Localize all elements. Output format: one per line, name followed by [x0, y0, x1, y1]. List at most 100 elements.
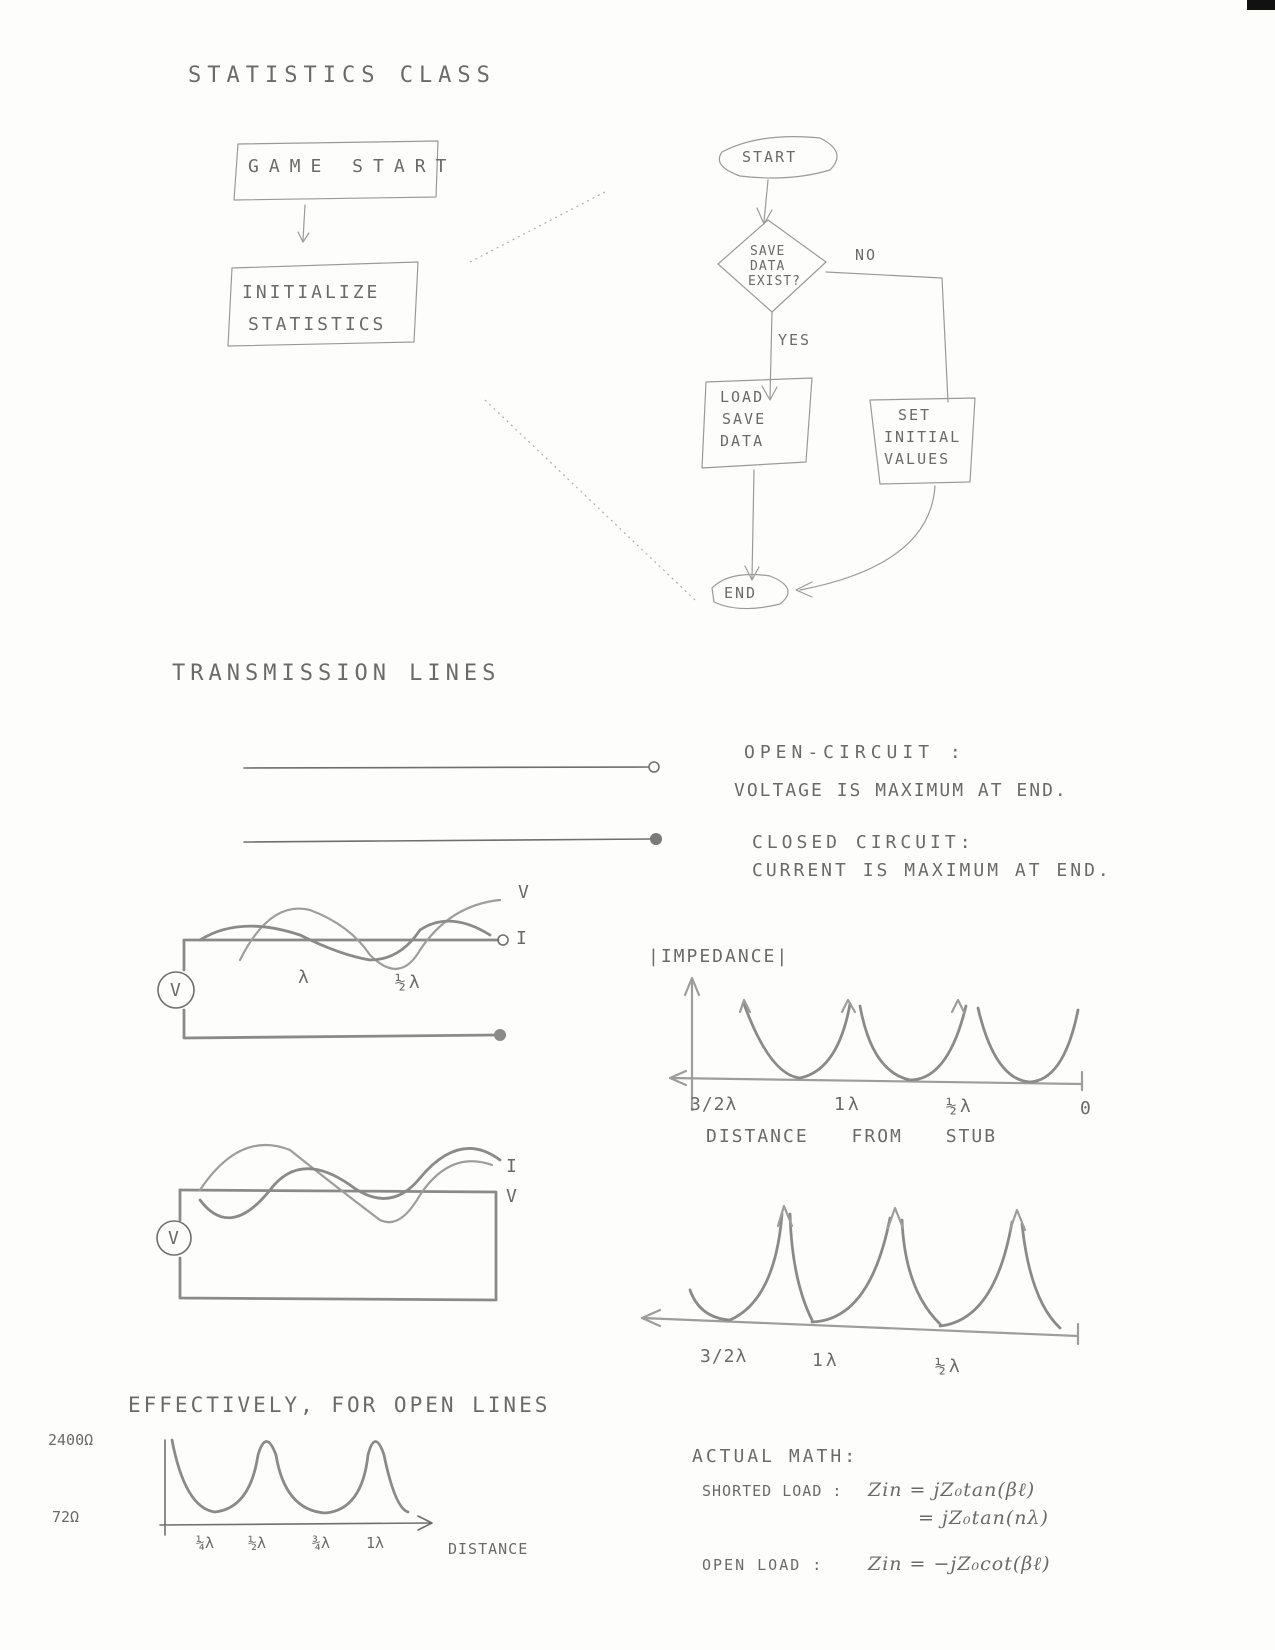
zoom-line-top [469, 191, 606, 263]
wave1-bottom-conductor [182, 1008, 498, 1040]
impedance-tick-2: 1λ [834, 1094, 862, 1115]
effective-heading: EFFECTIVELY, FOR OPEN LINES [128, 1393, 550, 1417]
yes-arrowhead [761, 385, 778, 401]
wave-diagram-closed: V I V [156, 1143, 520, 1302]
impedance-plot-open: |IMPEDANCE| 3/2λ 1λ ½λ 0 DISTANCE FROM S… [648, 946, 1091, 1147]
impedance-xlabel: DISTANCE FROM STUB [706, 1126, 997, 1147]
load-label-1: LOAD [720, 388, 764, 406]
game-start-box [233, 140, 439, 201]
wave2-v-label: V [506, 1186, 520, 1207]
impedance2-arrow-3 [1008, 1208, 1027, 1232]
end-label: END [724, 584, 757, 602]
initialize-label-2: STATISTICS [248, 314, 386, 335]
load-to-end-arrowhead [744, 565, 760, 581]
effective-impedance-curve [170, 1438, 410, 1515]
yes-branch-line [769, 311, 773, 399]
wave2-current-curve [198, 1143, 494, 1224]
decision-label-3: EXIST? [748, 274, 801, 289]
effective-tick-3: ¾λ [312, 1534, 330, 1552]
wave1-i-label: I [516, 928, 530, 949]
initialize-box [227, 261, 419, 347]
impedance-arrow-1 [738, 998, 752, 1014]
impedance2-curve-1a [688, 1212, 784, 1322]
open-circuit-title: OPEN-CIRCUIT : [744, 742, 966, 763]
impedance-x-arrowhead [668, 1069, 688, 1087]
impedance2-curve-2a [810, 1216, 892, 1324]
closed-circuit-desc: CURRENT IS MAXIMUM AT END. [752, 860, 1112, 881]
end-terminal [711, 573, 789, 610]
load-label-3: DATA [720, 432, 764, 450]
open-end-terminal [648, 761, 660, 773]
effective-tick-4: 1λ [366, 1534, 384, 1552]
impedance-curve-1 [742, 1002, 852, 1080]
effective-tick-1: ¼λ [196, 1534, 214, 1552]
wave1-source-circle [157, 971, 195, 1009]
set-to-end-arrowhead [795, 581, 813, 598]
wave1-bottom-terminal [494, 1029, 506, 1041]
impedance-curve-2 [858, 1004, 968, 1082]
set-label-2: INITIAL [884, 428, 961, 446]
impedance2-x-axis [640, 1316, 1080, 1338]
actual-math-section: ACTUAL MATH: SHORTED LOAD : Zin = jZ₀tan… [692, 1446, 1051, 1575]
wave1-half-lambda-label: ½λ [395, 972, 423, 993]
shorted-load-label: SHORTED LOAD : [702, 1482, 842, 1500]
closed-circuit-title: CLOSED CIRCUIT: [752, 832, 975, 853]
wave-diagram-open: V V I λ ½λ [157, 882, 530, 1041]
transmission-section: TRANSMISSION LINES OPEN-CIRCUIT : VOLTAG… [172, 661, 1112, 881]
open-circuit-desc: VOLTAGE IS MAXIMUM AT END. [734, 780, 1068, 801]
load-label-2: SAVE [722, 410, 766, 428]
start-label: START [742, 148, 797, 166]
closed-end-terminal [650, 833, 662, 845]
wave2-voltage-curve [198, 1147, 502, 1219]
set-label-1: SET [898, 406, 931, 424]
effective-y-low: 72Ω [52, 1508, 79, 1526]
set-to-end-line [799, 485, 936, 591]
statistics-section: STATISTICS CLASS GAME START INITIALIZE S… [188, 63, 696, 601]
load-save-box [701, 377, 813, 469]
wave2-source-label: V [168, 1228, 182, 1249]
effective-open-lines-plot: EFFECTIVELY, FOR OPEN LINES 2400Ω 72Ω ¼λ… [48, 1393, 550, 1558]
zoom-line-bottom [484, 399, 696, 601]
wave1-lambda-label: λ [298, 967, 312, 988]
open-equation: Zin = −jZ₀cot(βℓ) [867, 1553, 1051, 1575]
open-line [243, 766, 649, 769]
no-label: NO [855, 246, 877, 264]
math-heading: ACTUAL MATH: [692, 1446, 858, 1467]
effective-xlabel: DISTANCE [448, 1540, 528, 1558]
wave1-source-label: V [170, 980, 184, 1001]
decision-label-2: DATA [750, 259, 785, 274]
impedance2-x-arrowhead [640, 1308, 662, 1328]
impedance2-arrow-1 [776, 1204, 794, 1228]
wave2-loop-conductor [178, 1188, 498, 1302]
initialize-label-1: INITIALIZE [242, 282, 380, 303]
impedance-tick-1: 3/2λ [690, 1094, 737, 1115]
wave1-current-curve [198, 919, 492, 962]
impedance2-tick-1: 3/2λ [700, 1346, 747, 1367]
wave1-voltage-curve [238, 898, 502, 970]
impedance2-tick-3: ½λ [935, 1356, 963, 1377]
impedance2-curve-1b [788, 1212, 814, 1322]
impedance2-arrow-2 [886, 1206, 905, 1230]
statistics-heading: STATISTICS CLASS [188, 63, 496, 88]
closed-line [243, 838, 653, 843]
set-initial-box [869, 397, 976, 485]
impedance2-curve-3a [938, 1220, 1014, 1328]
impedance2-curve-2b [900, 1218, 942, 1326]
effective-x-arrowhead [417, 1515, 433, 1531]
open-load-label: OPEN LOAD : [702, 1556, 823, 1574]
shorted-equation-1: Zin = jZ₀tan(βℓ) [867, 1479, 1035, 1501]
connector-arrow [302, 204, 306, 241]
impedance-y-arrowhead [683, 976, 701, 997]
flowchart: START SAVE DATA EXIST? NO YES LOAD SAVE … [701, 136, 976, 610]
decision-label-1: SAVE [750, 244, 785, 259]
transmission-heading: TRANSMISSION LINES [172, 661, 500, 686]
connector-arrowhead [297, 231, 310, 243]
impedance-tick-3: ½λ [946, 1096, 974, 1117]
yes-label: YES [778, 331, 811, 349]
wave1-end-terminal [497, 934, 509, 946]
scan-corner-mark [1247, 0, 1275, 10]
start-terminal [718, 136, 838, 179]
wave2-source-circle [156, 1220, 192, 1256]
